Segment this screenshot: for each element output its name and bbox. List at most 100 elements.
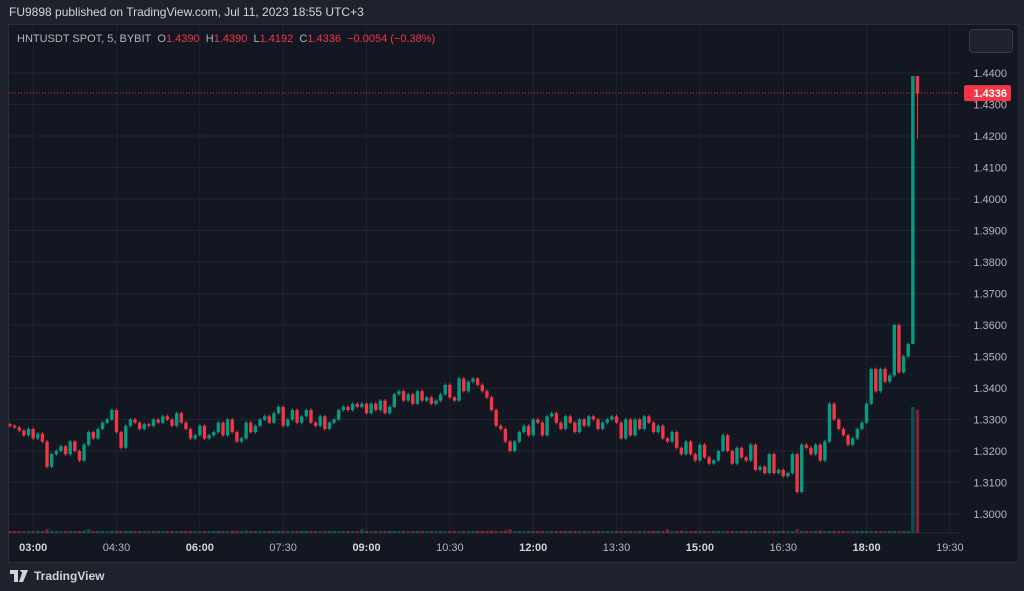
volume-bar — [864, 531, 869, 533]
volume-bar — [114, 531, 119, 533]
candle-body — [267, 416, 271, 423]
volume-bar — [827, 531, 832, 533]
volume-bar — [813, 531, 818, 533]
volume-bar — [253, 531, 258, 533]
candle-body — [318, 416, 322, 426]
candle-body — [346, 406, 350, 411]
candle-body — [216, 422, 221, 433]
volume-bar — [179, 531, 184, 533]
volume-bar — [670, 531, 674, 533]
candle-body — [374, 403, 378, 411]
candle-body — [341, 406, 346, 411]
candle-body — [850, 438, 855, 445]
x-tick-label: 03:00 — [19, 542, 47, 554]
candle-body — [739, 447, 744, 458]
candle-body — [309, 410, 313, 423]
volume-bar — [87, 529, 91, 533]
volume-bar — [82, 530, 86, 533]
volume-bar — [299, 531, 304, 533]
volume-bar — [559, 531, 563, 533]
candle-body — [573, 422, 577, 433]
candle-body — [661, 425, 665, 439]
volume-bar — [466, 531, 471, 533]
volume-bar — [730, 531, 734, 533]
volume-bar — [767, 531, 772, 533]
candle-body — [749, 444, 753, 461]
volume-bar — [350, 531, 355, 533]
candle-body — [522, 425, 526, 433]
volume-bar — [475, 531, 480, 533]
candle-body — [387, 406, 392, 414]
volume-bar — [63, 531, 68, 533]
volume-bar — [457, 531, 461, 533]
candle-body — [276, 406, 281, 414]
candle-body — [161, 416, 165, 423]
volume-bar — [804, 531, 809, 533]
volume-bar — [313, 531, 318, 533]
candle-body — [614, 416, 619, 423]
candle-body — [665, 438, 670, 442]
candle-body — [397, 391, 401, 395]
candle-body — [133, 419, 137, 423]
candle-body — [249, 422, 253, 433]
candle-body — [12, 425, 17, 428]
candle-body — [536, 419, 540, 423]
candle-body — [559, 422, 563, 429]
volume-bar — [434, 531, 438, 533]
volume-bar — [8, 531, 12, 533]
candle-body — [878, 369, 883, 392]
y-tick-label: 1.4200 — [973, 131, 1007, 143]
candle-body — [897, 325, 901, 373]
volume-bar — [647, 531, 651, 533]
volume-bar — [137, 531, 142, 533]
y-tick-label: 1.4400 — [973, 68, 1007, 80]
open-label: O — [157, 33, 166, 45]
candle-body — [860, 422, 864, 429]
volume-bar — [425, 531, 429, 533]
volume-bar — [906, 531, 910, 533]
volume-bar — [702, 531, 707, 533]
candle-body — [137, 422, 142, 429]
volume-bar — [12, 531, 17, 533]
volume-bar — [758, 531, 762, 533]
candle-body — [712, 460, 716, 464]
candle-body — [651, 422, 656, 433]
candle-body — [540, 422, 545, 436]
candle-body — [512, 441, 517, 451]
volume-bar — [156, 531, 160, 533]
volume-bar — [239, 531, 244, 533]
volume-bar — [915, 409, 920, 533]
volume-bar — [355, 531, 359, 533]
y-tick-label: 1.4300 — [973, 100, 1007, 112]
candle-body — [179, 413, 184, 423]
candle-body — [59, 446, 63, 451]
volume-bar — [147, 531, 151, 533]
volume-bar — [420, 531, 424, 533]
candle-body — [188, 428, 193, 439]
volume-bar — [54, 531, 58, 533]
candle-body — [286, 419, 290, 426]
volume-bar — [642, 531, 647, 533]
y-tick-label: 1.3900 — [973, 226, 1007, 238]
x-tick-label: 07:30 — [269, 542, 297, 554]
volume-bar — [36, 530, 40, 533]
tradingview-logo-icon — [10, 570, 28, 582]
candle-body — [96, 428, 100, 439]
volume-bar — [582, 531, 586, 533]
candle-body — [337, 410, 341, 420]
volume-bar — [341, 531, 346, 533]
volume-bar — [846, 531, 850, 533]
volume-bar — [59, 531, 63, 533]
volume-bar — [540, 531, 545, 533]
volume-bar — [471, 531, 475, 533]
candle-body — [864, 403, 869, 423]
volume-bar — [119, 531, 123, 533]
candle-body — [582, 419, 586, 426]
chart-settings-button[interactable] — [969, 29, 1013, 53]
volume-bar — [503, 530, 508, 533]
volume-bar — [110, 530, 114, 533]
candle-body — [31, 428, 35, 439]
volume-bar — [40, 531, 45, 533]
volume-bar — [68, 531, 72, 533]
